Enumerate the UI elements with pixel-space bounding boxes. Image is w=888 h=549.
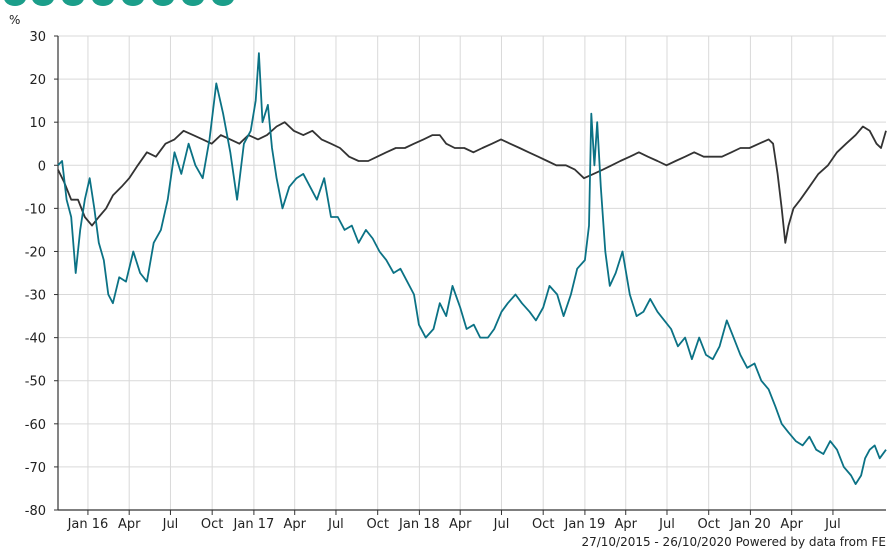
banner-shape [182,0,204,6]
y-tick-label: 10 [29,116,46,131]
banner-shape [152,0,174,6]
banner-shape [62,0,84,6]
x-tick-label: Jan 18 [398,517,440,532]
sector-series-line [57,121,887,244]
y-tick-label: -10 [25,202,46,217]
x-tick-label: Oct [697,517,719,532]
x-tick-label: Jan 16 [67,517,109,532]
y-tick-label: -30 [25,289,46,304]
x-tick-label: Apr [283,517,306,532]
banner-shape [212,0,234,6]
banner-shape [92,0,114,6]
footer-credit: Powered by data from FE [735,535,886,549]
x-tick-label: Jul [327,517,344,532]
x-tick-label: Apr [449,517,472,532]
banner-shape [122,0,144,6]
x-tick-label: Oct [532,517,554,532]
x-tick-label: Jul [658,517,675,532]
fund-series-line [57,52,887,485]
x-tick-label: Apr [118,517,141,532]
x-tick-label: Jan 17 [233,517,275,532]
y-tick-label: -80 [25,504,46,519]
chart-axes [54,35,886,515]
footer-date-range: 27/10/2015 - 26/10/2020 [581,535,732,549]
y-tick-label: -20 [25,245,46,260]
chart-grid [58,35,886,511]
banner-shape [4,0,26,6]
y-tick-label: -60 [25,418,46,433]
x-tick-label: Oct [201,517,223,532]
x-tick-label: Jul [824,517,841,532]
x-tick-label: Jan 20 [729,517,771,532]
y-tick-label: -50 [25,375,46,390]
x-tick-label: Jul [493,517,510,532]
y-axis-unit-label: % [9,13,21,27]
y-tick-label: 20 [29,73,46,88]
chart-footer: 27/10/2015 - 26/10/2020 Powered by data … [581,535,886,549]
y-tick-label: -40 [25,332,46,347]
header-banner [0,0,240,8]
y-tick-label: 30 [29,30,46,45]
y-tick-label: -70 [25,461,46,476]
x-tick-label: Apr [614,517,637,532]
chart-tick-labels: 30 20 10 0 -10 -20 -30 -40 -50 -60 -70 -80 Jan 16 Apr… [25,30,841,532]
y-tick-label: 0 [38,159,46,174]
x-tick-label: Jan 19 [564,517,606,532]
x-tick-label: Jul [162,517,179,532]
chart-series [57,52,887,485]
x-tick-label: Apr [780,517,803,532]
banner-shape [32,0,54,6]
x-tick-label: Oct [366,517,388,532]
